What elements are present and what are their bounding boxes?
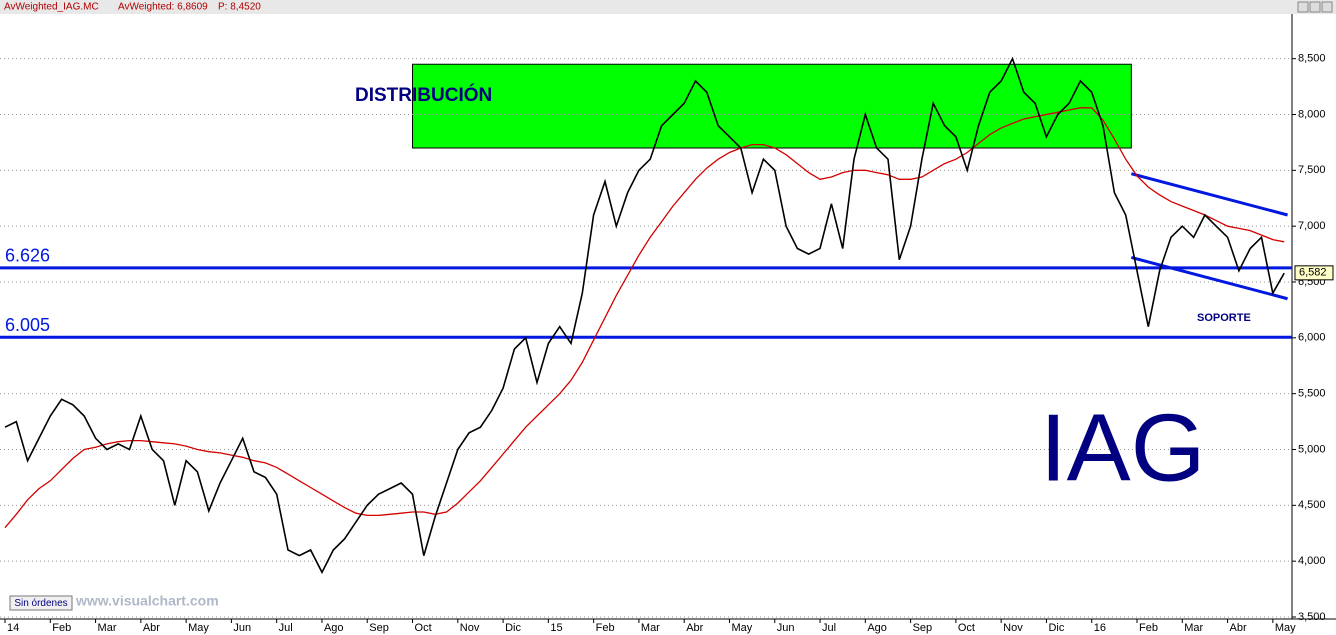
close-button[interactable] [1321, 1, 1333, 13]
x-tick-label: Nov [460, 622, 480, 634]
watermark: IAG [1040, 394, 1205, 501]
x-tick-label: Jul [822, 622, 836, 634]
x-tick-label: Abr [686, 622, 703, 634]
y-tick-label: 3,500 [1298, 611, 1326, 623]
price: P: 8,4520 [218, 2, 261, 13]
x-tick-label: May [1275, 622, 1296, 634]
channel-line [1130, 172, 1288, 217]
symbol: AvWeighted_IAG.MC [4, 2, 99, 13]
x-tick-label: Dic [505, 622, 521, 634]
y-tick-label: 6,000 [1298, 332, 1326, 344]
y-tick-label: 7,000 [1298, 220, 1326, 232]
y-tick-label: 5,500 [1298, 388, 1326, 400]
x-tick-label: Feb [52, 622, 71, 634]
x-tick-label: Jun [233, 622, 251, 634]
y-tick-label: 8,500 [1298, 53, 1326, 65]
zone-label: DISTRIBUCIÓN [355, 84, 492, 106]
x-tick-label: Ago [867, 622, 887, 634]
y-tick-label: 4,000 [1298, 555, 1326, 567]
last-price-box [1294, 265, 1334, 281]
channel-line [1130, 255, 1288, 301]
x-tick-label: Feb [596, 622, 615, 634]
y-tick-label: 4,500 [1298, 499, 1326, 511]
x-tick-label: Mar [1184, 622, 1203, 634]
y-tick-label: 8,000 [1298, 108, 1326, 120]
y-tick-label: 7,500 [1298, 164, 1326, 176]
moving-average-line [4, 107, 1285, 529]
x-tick-label: Jun [777, 622, 795, 634]
x-tick-label: Oct [958, 622, 975, 634]
status: Sin órdenes [14, 598, 67, 609]
x-tick-label: Abr [1230, 622, 1247, 634]
channel-label: SOPORTE [1197, 312, 1251, 324]
site: www.visualchart.com [75, 593, 219, 609]
x-tick-label: May [188, 622, 209, 634]
last-price-label: 6,582 [1299, 267, 1327, 279]
indicator: AvWeighted: 6,8609 [118, 2, 208, 13]
x-tick-label: Oct [415, 622, 432, 634]
y-tick-label: 5,000 [1298, 443, 1326, 455]
x-tick-label: Jul [279, 622, 293, 634]
x-tick-label: Dic [1048, 622, 1064, 634]
minimize-button[interactable] [1297, 1, 1309, 13]
x-tick-label: 16 [1094, 622, 1106, 634]
x-tick-label: Ago [324, 622, 344, 634]
distribution-zone [412, 63, 1132, 149]
maximize-button[interactable] [1309, 1, 1321, 13]
header-bar [0, 0, 1336, 14]
level-label: 6.005 [5, 315, 50, 335]
level-label: 6.626 [5, 246, 50, 266]
x-tick-label: 15 [550, 622, 562, 634]
x-tick-label: Abr [143, 622, 160, 634]
x-tick-label: Feb [1139, 622, 1158, 634]
x-tick-label: Mar [641, 622, 660, 634]
x-tick-label: 14 [7, 622, 19, 634]
x-tick-label: Sep [369, 622, 389, 634]
x-tick-label: Nov [1003, 622, 1023, 634]
price-line [4, 56, 1285, 575]
x-tick-label: Mar [98, 622, 117, 634]
x-tick-label: May [731, 622, 752, 634]
status-box [9, 595, 73, 611]
x-tick-label: Sep [913, 622, 933, 634]
